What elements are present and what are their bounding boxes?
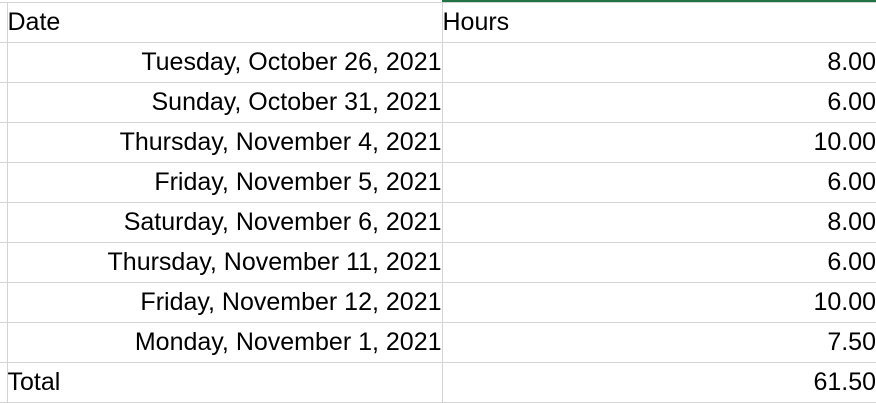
edge-cell[interactable] (0, 322, 8, 363)
date-cell[interactable]: Friday, November 12, 2021 (7, 282, 443, 323)
edge-cell[interactable] (0, 282, 8, 323)
hours-cell[interactable]: 7.50 (442, 322, 876, 363)
header-hours-cell[interactable]: Hours (442, 2, 876, 43)
header-row: Date Hours (0, 2, 876, 43)
hours-cell[interactable]: 6.00 (442, 242, 876, 283)
table-row: Friday, November 12, 2021 10.00 (0, 282, 876, 323)
hours-cell[interactable]: 8.00 (442, 202, 876, 243)
hours-cell[interactable]: 8.00 (442, 42, 876, 83)
edge-cell[interactable] (0, 42, 8, 83)
hours-cell[interactable]: 10.00 (442, 282, 876, 323)
edge-cell[interactable] (0, 202, 8, 243)
edge-cell[interactable] (0, 2, 8, 43)
table-row: Monday, November 1, 2021 7.50 (0, 322, 876, 363)
edge-cell[interactable] (0, 162, 8, 203)
total-label-cell[interactable]: Total (7, 362, 443, 403)
date-cell[interactable]: Thursday, November 4, 2021 (7, 122, 443, 163)
table-row: Thursday, November 11, 2021 6.00 (0, 242, 876, 283)
edge-cell[interactable] (0, 82, 8, 123)
date-cell[interactable]: Tuesday, October 26, 2021 (7, 42, 443, 83)
edge-cell[interactable] (0, 362, 8, 403)
hours-cell[interactable]: 6.00 (442, 82, 876, 123)
table-row: Sunday, October 31, 2021 6.00 (0, 82, 876, 123)
edge-cell[interactable] (0, 122, 8, 163)
hours-cell[interactable]: 10.00 (442, 122, 876, 163)
date-cell[interactable]: Thursday, November 11, 2021 (7, 242, 443, 283)
table-row: Friday, November 5, 2021 6.00 (0, 162, 876, 203)
table-row: Tuesday, October 26, 2021 8.00 (0, 42, 876, 83)
edge-cell[interactable] (0, 242, 8, 283)
total-row: Total 61.50 (0, 362, 876, 403)
hours-cell[interactable]: 6.00 (442, 162, 876, 203)
date-cell[interactable]: Sunday, October 31, 2021 (7, 82, 443, 123)
date-cell[interactable]: Monday, November 1, 2021 (7, 322, 443, 363)
selection-accent-line (442, 0, 876, 2)
table-row: Thursday, November 4, 2021 10.00 (0, 122, 876, 163)
table-row: Saturday, November 6, 2021 8.00 (0, 202, 876, 243)
date-cell[interactable]: Saturday, November 6, 2021 (7, 202, 443, 243)
header-date-cell[interactable]: Date (7, 2, 443, 43)
date-cell[interactable]: Friday, November 5, 2021 (7, 162, 443, 203)
total-hours-cell[interactable]: 61.50 (442, 362, 876, 403)
